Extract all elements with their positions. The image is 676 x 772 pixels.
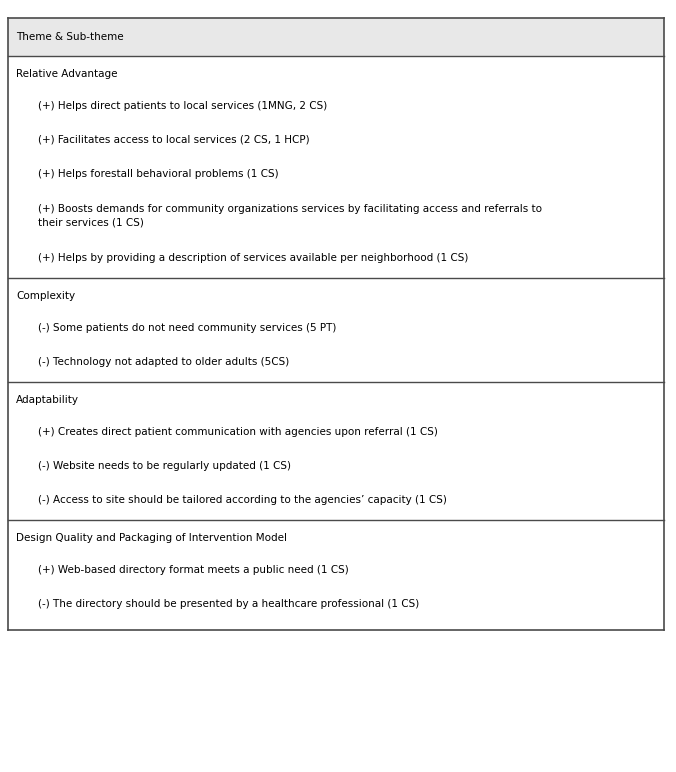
Bar bbox=[8, 18, 664, 630]
Text: (+) Helps direct patients to local services (1MNG, 2 CS): (+) Helps direct patients to local servi… bbox=[38, 101, 327, 111]
Text: Design Quality and Packaging of Intervention Model: Design Quality and Packaging of Interven… bbox=[16, 533, 287, 543]
Text: (-) Some patients do not need community services (5 PT): (-) Some patients do not need community … bbox=[38, 323, 337, 333]
Text: (+) Facilitates access to local services (2 CS, 1 HCP): (+) Facilitates access to local services… bbox=[38, 135, 310, 145]
Text: Adaptability: Adaptability bbox=[16, 395, 79, 405]
Bar bbox=[8, 18, 664, 56]
Text: (+) Boosts demands for community organizations services by facilitating access a: (+) Boosts demands for community organiz… bbox=[38, 205, 542, 228]
Text: (-) The directory should be presented by a healthcare professional (1 CS): (-) The directory should be presented by… bbox=[38, 599, 419, 609]
Text: Complexity: Complexity bbox=[16, 291, 75, 301]
Text: (+) Web-based directory format meets a public need (1 CS): (+) Web-based directory format meets a p… bbox=[38, 565, 349, 575]
Text: (-) Technology not adapted to older adults (5CS): (-) Technology not adapted to older adul… bbox=[38, 357, 289, 367]
Text: (-) Access to site should be tailored according to the agencies’ capacity (1 CS): (-) Access to site should be tailored ac… bbox=[38, 495, 447, 505]
Text: (+) Helps forestall behavioral problems (1 CS): (+) Helps forestall behavioral problems … bbox=[38, 169, 279, 179]
Text: (+) Creates direct patient communication with agencies upon referral (1 CS): (+) Creates direct patient communication… bbox=[38, 427, 438, 437]
Text: (-) Website needs to be regularly updated (1 CS): (-) Website needs to be regularly update… bbox=[38, 461, 291, 471]
Text: Relative Advantage: Relative Advantage bbox=[16, 69, 118, 79]
Text: (+) Helps by providing a description of services available per neighborhood (1 C: (+) Helps by providing a description of … bbox=[38, 253, 468, 263]
Text: Theme & Sub-theme: Theme & Sub-theme bbox=[16, 32, 124, 42]
